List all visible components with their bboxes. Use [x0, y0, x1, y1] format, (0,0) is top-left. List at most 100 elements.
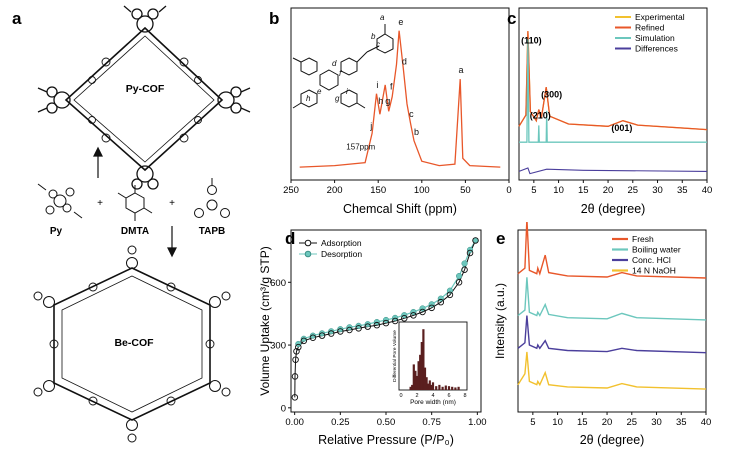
inset-bar [422, 329, 425, 390]
plot-frame [517, 229, 707, 413]
panel-label-d: d [285, 229, 295, 248]
adsorption-point [364, 323, 371, 330]
pyrene-node-bottom [131, 165, 159, 190]
desorption-point [410, 308, 417, 316]
x-tick-label: 40 [702, 185, 713, 196]
legend-label: Experimental [635, 12, 685, 22]
adsorption-point [382, 319, 390, 327]
series-line-conc-hcl [517, 315, 707, 354]
be-cof-structure [33, 245, 231, 443]
inset-bar [412, 364, 415, 390]
inset-bar [414, 370, 417, 390]
x-axis-label: Relative Pressure (P/P₀) [318, 433, 454, 447]
inset-x-tick-label: 0 [399, 393, 402, 399]
x-tick-label: 0.75 [422, 417, 441, 428]
inset-bar [409, 386, 412, 390]
peak-annotation: e [398, 17, 403, 27]
desorption-point [300, 335, 307, 342]
x-tick-label: 0.00 [285, 417, 304, 428]
y-tick-label: 0 [281, 403, 286, 414]
x-tick-label: 150 [370, 185, 386, 196]
svg-text:i: i [346, 87, 348, 96]
adsorption-point [419, 308, 426, 316]
panel-label-b: b [269, 9, 279, 28]
inset-x-tick-label: 2 [415, 393, 418, 399]
panel-label-c: c [507, 9, 516, 28]
adsorption-point [346, 326, 353, 334]
x-axis-label: 2θ (degree) [581, 202, 646, 216]
x-tick-label: 50 [460, 185, 471, 196]
x-axis-label: 2θ (degree) [580, 433, 645, 447]
legend-label: Differences [635, 44, 678, 54]
nmr-spectrum-line [299, 30, 501, 168]
desorption-point [456, 272, 463, 280]
inset-bar [427, 383, 430, 390]
panel-c-pxrd-chart: c (110) (210) (300) (001) ExperimentalRefine… [507, 7, 713, 216]
x-tick-label: 20 [603, 185, 614, 196]
adsorption-point [295, 343, 302, 351]
adsorption-point [391, 317, 399, 325]
x-tick-label: 250 [283, 185, 299, 196]
inset-bar [457, 386, 460, 390]
desorption-point [328, 328, 335, 335]
legend-label: Adsorption [321, 238, 362, 248]
desorption-point [337, 326, 344, 333]
y-axis-label: Volume Uptake (cm³/g STP) [258, 246, 272, 395]
adsorption-point [455, 279, 463, 286]
x-tick-label: 25 [627, 417, 638, 428]
x-tick-label: 100 [414, 185, 430, 196]
plot-frame [290, 7, 510, 181]
x-tick-label: 1.00 [468, 417, 487, 428]
peak-annotation: g [385, 96, 390, 106]
legend-label: Refined [635, 23, 665, 33]
molecule-structure-b [292, 24, 394, 109]
peak-annotation: d [402, 56, 407, 66]
svg-text:f: f [339, 69, 342, 78]
reflection-label: (001) [611, 123, 632, 133]
series-line-boiling-water [517, 277, 707, 321]
adsorption-point [327, 330, 335, 337]
adsorption-point [466, 249, 474, 257]
legend-label: 14 N NaOH [632, 266, 676, 276]
monomer-py-label: Py [50, 226, 63, 237]
panel-a-scheme: a Py-COF [12, 5, 251, 443]
svg-text:e: e [317, 87, 322, 96]
pyrene-node-left [37, 86, 71, 114]
x-tick-label: 0.50 [377, 417, 396, 428]
adsorption-point [300, 337, 308, 345]
panel-label-a: a [12, 9, 22, 28]
py-cof-structure [37, 5, 251, 190]
inset-bar [415, 375, 419, 390]
plot-area: 0 300 600 0.00 0.25 0.50 0.75 1.00 AdsorptionDes… [258, 229, 487, 447]
adsorption-point [410, 312, 417, 319]
x-tick-label: 20 [602, 417, 613, 428]
inset-bar [444, 385, 447, 390]
svg-text:c: c [376, 40, 380, 49]
svg-text:g: g [335, 94, 340, 103]
legend-label: Fresh [632, 234, 654, 244]
peak-annotation: f [390, 81, 393, 91]
x-axis-label: Chemcal Shift (ppm) [343, 202, 457, 216]
inset-x-axis-label: Pore width (nm) [410, 399, 456, 406]
py-cof-label: Py-COF [126, 83, 165, 95]
inset-bar [425, 377, 428, 390]
x-tick-label: 30 [652, 185, 663, 196]
inset-bar [454, 387, 457, 390]
monomer-tapb-label: TAPB [199, 226, 225, 237]
peak-annotation: j [369, 121, 372, 131]
adsorption-point [309, 334, 317, 341]
inset-bar [447, 386, 451, 390]
adsorption-point [373, 321, 381, 329]
inset-bar [431, 382, 435, 390]
inset-frame [398, 321, 468, 391]
plus-sign-1: + [97, 198, 103, 209]
svg-text:b: b [371, 32, 376, 41]
inset-bar [435, 386, 438, 390]
plus-sign-2: + [169, 198, 175, 209]
arrow-up-icon [93, 146, 103, 178]
adsorption-point [437, 298, 445, 306]
